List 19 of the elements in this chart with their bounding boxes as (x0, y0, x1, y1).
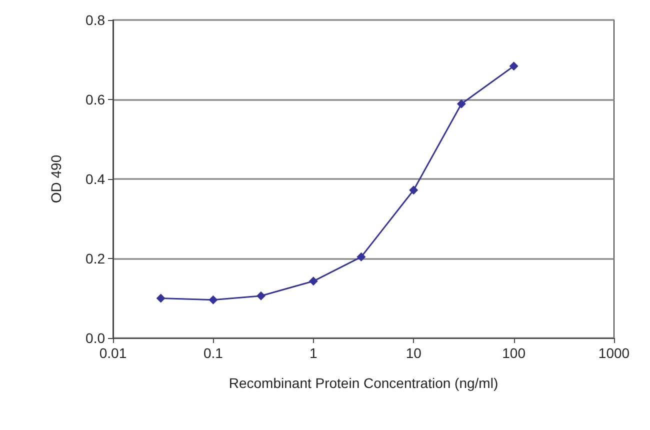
y-tick-label: 0.8 (86, 12, 106, 28)
point (156, 294, 166, 303)
x-axis-title: Recombinant Protein Concentration (ng/ml) (228, 375, 498, 391)
point (509, 62, 518, 71)
x-tick-label: 10 (406, 345, 422, 361)
point (356, 252, 366, 262)
y-tick-label: 0.6 (86, 92, 106, 108)
point (256, 291, 266, 300)
x-tick-label: 1000 (598, 345, 630, 361)
point (409, 186, 418, 195)
x-tick-label: 0.1 (203, 345, 224, 361)
x-tick-label: 0.01 (99, 345, 127, 361)
y-axis-title: OD 490 (48, 154, 64, 204)
y-tick-label: 0.4 (86, 171, 106, 187)
point (308, 276, 318, 286)
y-tick-label: 0.2 (86, 250, 106, 266)
x-tick-label: 1 (310, 345, 318, 361)
y-tick-label: 0.0 (86, 330, 106, 346)
x-tick-label: 100 (502, 345, 526, 361)
